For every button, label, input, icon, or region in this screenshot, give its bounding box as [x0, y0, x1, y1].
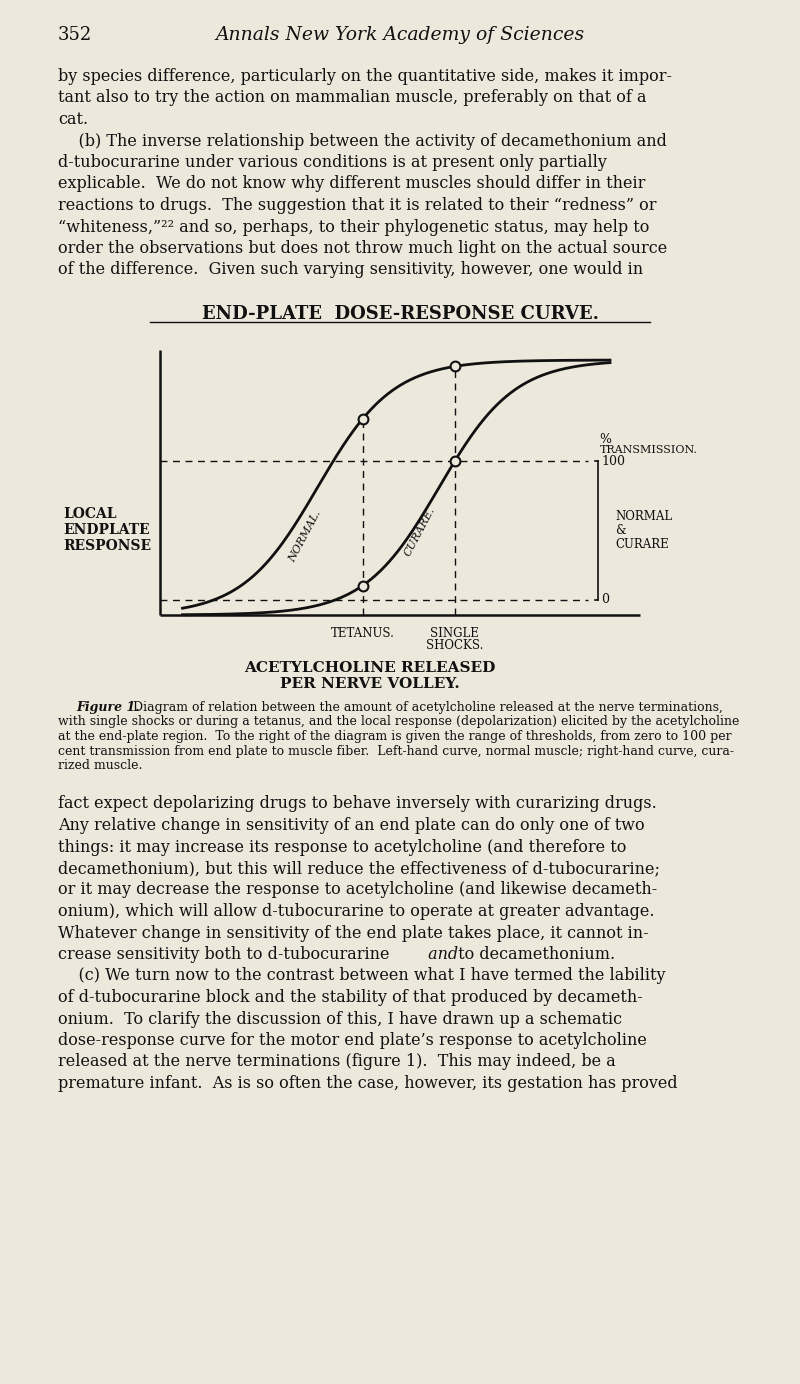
Text: Any relative change in sensitivity of an end plate can do only one of two: Any relative change in sensitivity of an…	[58, 817, 645, 835]
Text: explicable.  We do not know why different muscles should differ in their: explicable. We do not know why different…	[58, 176, 646, 192]
Text: TETANUS.: TETANUS.	[330, 627, 394, 639]
Point	[448, 450, 461, 472]
Text: PER NERVE VOLLEY.: PER NERVE VOLLEY.	[280, 677, 460, 691]
Text: d-tubocurarine under various conditions is at present only partially: d-tubocurarine under various conditions …	[58, 154, 607, 172]
Text: crease sensitivity both to d-tubocurarine: crease sensitivity both to d-tubocurarin…	[58, 947, 390, 963]
Text: END-PLATE  DOSE-RESPONSE CURVE.: END-PLATE DOSE-RESPONSE CURVE.	[202, 304, 598, 322]
Text: (b) The inverse relationship between the activity of decamethonium and: (b) The inverse relationship between the…	[58, 133, 667, 149]
Text: %: %	[599, 433, 611, 446]
Text: onium.  To clarify the discussion of this, I have drawn up a schematic: onium. To clarify the discussion of this…	[58, 1010, 622, 1027]
Point	[356, 408, 369, 430]
Text: 0: 0	[602, 594, 610, 606]
Text: CURARE.: CURARE.	[403, 505, 437, 558]
Text: LOCAL: LOCAL	[63, 508, 117, 522]
Text: cent transmission from end plate to muscle fiber.  Left-hand curve, normal muscl: cent transmission from end plate to musc…	[58, 745, 734, 757]
Text: tant also to try the action on mammalian muscle, preferably on that of a: tant also to try the action on mammalian…	[58, 90, 646, 107]
Point	[448, 356, 461, 378]
Text: premature infant.  As is so often the case, however, its gestation has proved: premature infant. As is so often the cas…	[58, 1075, 678, 1092]
Point	[356, 574, 369, 597]
Text: rized muscle.: rized muscle.	[58, 758, 142, 772]
Text: Whatever change in sensitivity of the end plate takes place, it cannot in-: Whatever change in sensitivity of the en…	[58, 925, 649, 941]
Text: things: it may increase its response to acetylcholine (and therefore to: things: it may increase its response to …	[58, 839, 626, 855]
Text: CURARE: CURARE	[615, 538, 670, 551]
Text: to decamethonium.: to decamethonium.	[453, 947, 615, 963]
Text: NORMAL.: NORMAL.	[287, 509, 323, 565]
Text: decamethonium), but this will reduce the effectiveness of d-tubocurarine;: decamethonium), but this will reduce the…	[58, 859, 660, 877]
Text: Annals New York Academy of Sciences: Annals New York Academy of Sciences	[215, 26, 585, 44]
Text: 100: 100	[602, 454, 626, 468]
Text: reactions to drugs.  The suggestion that it is related to their “redness” or: reactions to drugs. The suggestion that …	[58, 197, 657, 215]
Text: SHOCKS.: SHOCKS.	[426, 639, 483, 652]
Text: ACETYLCHOLINE RELEASED: ACETYLCHOLINE RELEASED	[244, 662, 496, 675]
Text: NORMAL: NORMAL	[615, 509, 673, 523]
Text: at the end-plate region.  To the right of the diagram is given the range of thre: at the end-plate region. To the right of…	[58, 729, 732, 743]
Text: by species difference, particularly on the quantitative side, makes it impor-: by species difference, particularly on t…	[58, 68, 672, 84]
Text: fact expect depolarizing drugs to behave inversely with curarizing drugs.: fact expect depolarizing drugs to behave…	[58, 796, 657, 812]
Text: &: &	[615, 525, 626, 537]
Text: with single shocks or during a tetanus, and the local response (depolarization) : with single shocks or during a tetanus, …	[58, 716, 739, 728]
Text: Diagram of relation between the amount of acetylcholine released at the nerve te: Diagram of relation between the amount o…	[133, 702, 723, 714]
Text: 352: 352	[58, 26, 92, 44]
Text: of the difference.  Given such varying sensitivity, however, one would in: of the difference. Given such varying se…	[58, 262, 643, 278]
Text: ENDPLATE: ENDPLATE	[63, 523, 150, 537]
Text: of d-tubocurarine block and the stability of that produced by decameth-: of d-tubocurarine block and the stabilit…	[58, 990, 642, 1006]
Text: and: and	[423, 947, 458, 963]
Text: released at the nerve terminations (figure 1).  This may indeed, be a: released at the nerve terminations (figu…	[58, 1053, 616, 1070]
Text: order the observations but does not throw much light on the actual source: order the observations but does not thro…	[58, 239, 667, 257]
Text: onium), which will allow d-tubocurarine to operate at greater advantage.: onium), which will allow d-tubocurarine …	[58, 902, 654, 920]
Text: or it may decrease the response to acetylcholine (and likewise decameth-: or it may decrease the response to acety…	[58, 882, 658, 898]
Text: (c) We turn now to the contrast between what I have termed the lability: (c) We turn now to the contrast between …	[58, 967, 666, 984]
Text: “whiteness,”²² and so, perhaps, to their phylogenetic status, may help to: “whiteness,”²² and so, perhaps, to their…	[58, 219, 650, 235]
Text: dose-response curve for the motor end plate’s response to acetylcholine: dose-response curve for the motor end pl…	[58, 1032, 647, 1049]
Text: cat.: cat.	[58, 111, 88, 127]
Text: SINGLE: SINGLE	[430, 627, 479, 639]
Text: TRANSMISSION.: TRANSMISSION.	[599, 446, 698, 455]
Text: Figure 1.: Figure 1.	[76, 702, 140, 714]
Text: RESPONSE: RESPONSE	[63, 540, 151, 554]
